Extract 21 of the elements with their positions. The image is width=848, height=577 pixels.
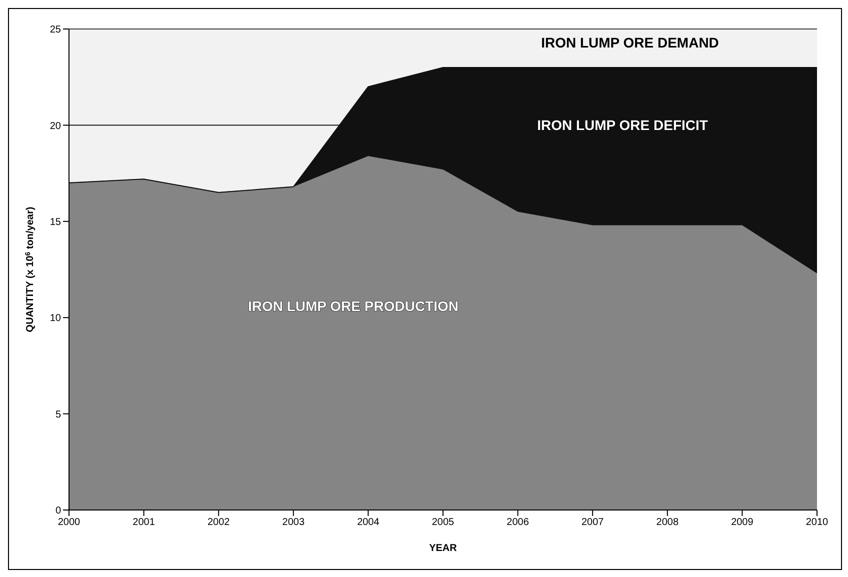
y-tick-label: 10 bbox=[50, 313, 62, 324]
x-tick-label: 2001 bbox=[132, 517, 156, 528]
x-tick-label: 2002 bbox=[207, 517, 230, 528]
annotation: IRON LUMP ORE PRODUCTION bbox=[248, 298, 459, 314]
x-tick-label: 2004 bbox=[357, 517, 380, 528]
x-tick-label: 2006 bbox=[506, 517, 530, 528]
x-tick-label: 2003 bbox=[282, 517, 305, 528]
x-tick-label: 2009 bbox=[731, 517, 754, 528]
y-tick-label: 25 bbox=[50, 24, 62, 36]
y-tick-label: 0 bbox=[55, 506, 62, 517]
x-tick-label: 2005 bbox=[432, 517, 455, 528]
y-tick-label: 5 bbox=[55, 409, 62, 420]
y-tick-label: 20 bbox=[50, 120, 62, 132]
annotation: IRON LUMP ORE DEMAND bbox=[541, 34, 719, 50]
x-tick-label: 2007 bbox=[581, 517, 604, 528]
x-tick-label: 2000 bbox=[58, 517, 81, 528]
annotation: IRON LUMP ORE DEFICIT bbox=[537, 117, 708, 134]
x-tick-label: 2010 bbox=[806, 517, 829, 528]
x-tick-label: 2008 bbox=[656, 517, 679, 528]
x-axis-title: YEAR bbox=[429, 543, 458, 554]
y-tick-label: 15 bbox=[50, 216, 62, 228]
